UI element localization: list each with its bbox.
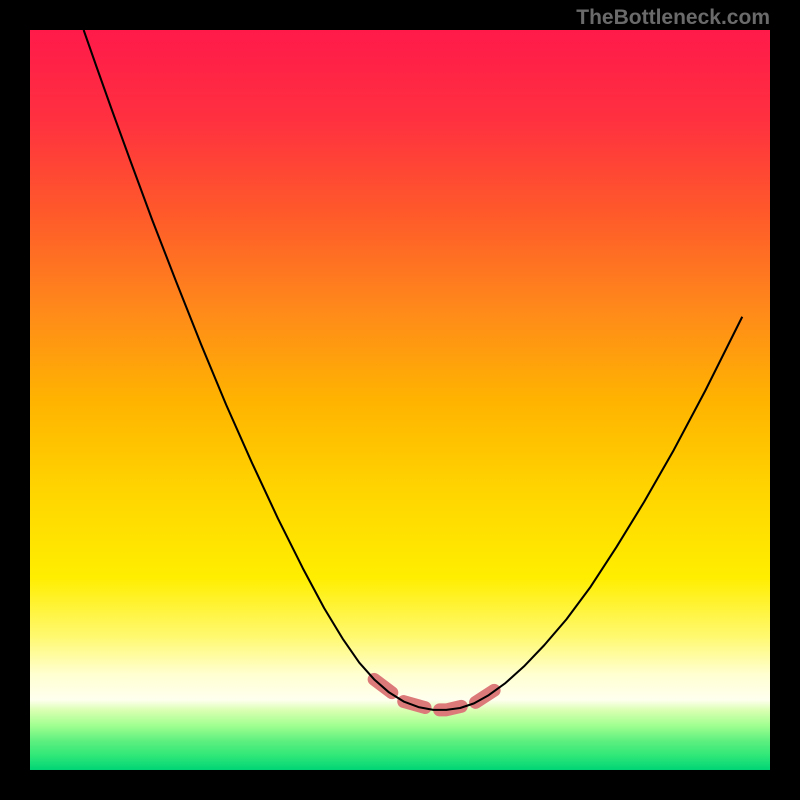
- plot-area: [30, 30, 770, 770]
- gradient-background: [30, 30, 770, 770]
- chart-svg: [30, 30, 770, 770]
- watermark-text: TheBottleneck.com: [576, 6, 770, 30]
